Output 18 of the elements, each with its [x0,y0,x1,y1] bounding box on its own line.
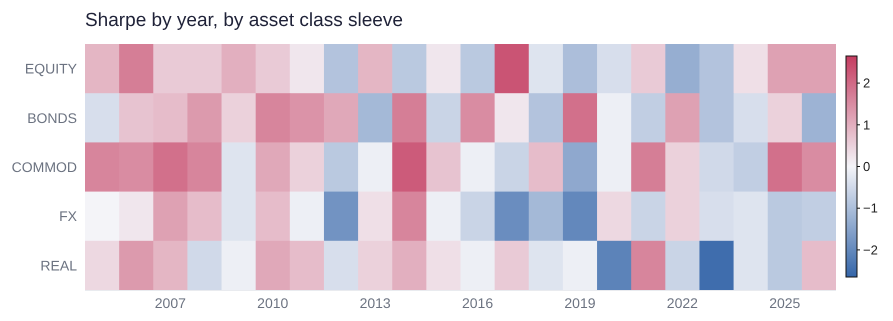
y-tick-label: EQUITY [24,60,78,77]
x-tick-label: 2013 [360,294,391,311]
y-tick-label: BONDS [27,110,77,126]
chart-title: Sharpe by year, by asset class sleeve [85,10,403,32]
y-tick-label: FX [59,208,78,224]
color-bar-label: −2 [863,242,878,258]
x-tick-label: 2019 [564,294,596,311]
color-bar-label: 1 [863,117,870,132]
x-tick-label: 2007 [154,294,186,311]
x-tick-label: 2025 [769,294,801,311]
color-bar-label: 0 [863,159,870,174]
color-bar-label: 2 [863,76,870,91]
x-tick-label: 2022 [666,294,698,311]
y-tick-label: COMMOD [12,158,77,175]
color-bar-label: −1 [863,200,878,216]
x-tick-label: 2010 [257,294,289,311]
y-tick-label: REAL [40,257,78,274]
x-tick-label: 2016 [462,294,494,311]
